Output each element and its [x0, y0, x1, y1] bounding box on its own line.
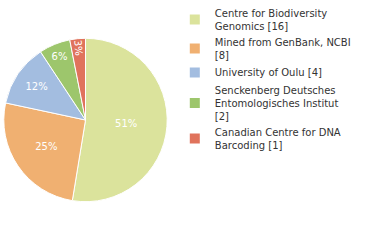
- svg-text:Mined from GenBank, NCBI[8]: Mined from GenBank, NCBI[8]: [215, 37, 351, 61]
- svg-text:12%: 12%: [25, 81, 47, 92]
- svg-text:3%: 3%: [72, 39, 84, 56]
- svg-text:University of Oulu [4]: University of Oulu [4]: [215, 67, 322, 78]
- svg-text:25%: 25%: [35, 141, 57, 152]
- svg-text:51%: 51%: [115, 118, 137, 129]
- svg-text:Senckenberg DeutschesEntomolog: Senckenberg DeutschesEntomologisches Ins…: [215, 85, 339, 122]
- svg-text:Canadian Centre for DNABarcodi: Canadian Centre for DNABarcoding [1]: [215, 127, 341, 151]
- svg-text:6%: 6%: [52, 51, 68, 62]
- svg-text:Centre for BiodiversityGenomic: Centre for BiodiversityGenomics [16]: [215, 8, 328, 32]
